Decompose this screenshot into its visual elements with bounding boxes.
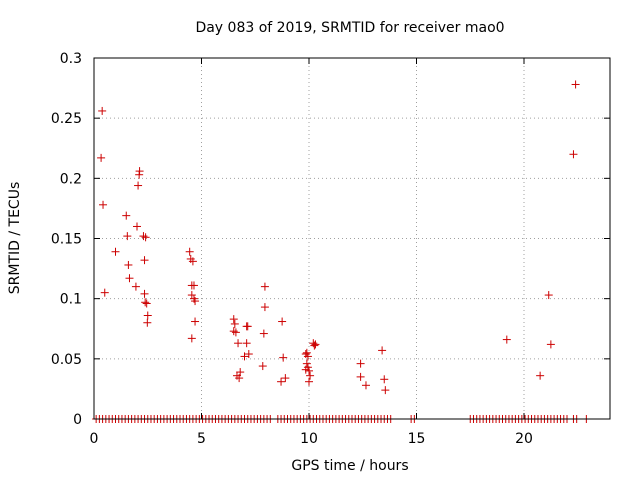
- data-point-marker: [302, 348, 311, 357]
- x-tick-label: 5: [197, 431, 206, 447]
- data-point-marker: [185, 247, 194, 256]
- data-point-marker: [243, 322, 252, 331]
- data-point-marker: [240, 352, 249, 361]
- y-tick-label: 0.05: [51, 352, 82, 368]
- data-point-marker: [229, 315, 238, 324]
- data-point-marker: [142, 299, 151, 308]
- y-tick-label: 0.1: [60, 292, 82, 308]
- data-point-marker: [236, 368, 245, 377]
- y-tick-label: 0.2: [60, 171, 82, 187]
- data-point-marker: [230, 319, 239, 328]
- data-points: [92, 80, 591, 423]
- data-point-marker: [279, 353, 288, 362]
- data-point-marker: [100, 288, 109, 297]
- data-point-marker: [356, 359, 365, 368]
- data-point-marker: [111, 247, 120, 256]
- data-point-marker: [235, 374, 244, 383]
- data-point-marker: [191, 317, 200, 326]
- data-point-marker: [378, 346, 387, 355]
- data-point-marker: [305, 366, 313, 375]
- data-point-marker: [140, 289, 149, 298]
- data-point-marker: [244, 350, 253, 359]
- data-point-marker: [259, 329, 268, 338]
- data-point-marker: [135, 167, 144, 176]
- data-point-marker: [301, 365, 310, 374]
- data-point-marker: [191, 297, 200, 306]
- data-point-marker: [278, 317, 287, 326]
- data-point-marker: [124, 260, 133, 269]
- data-point-marker: [141, 233, 150, 242]
- data-point-marker: [311, 340, 320, 349]
- grid-lines: [94, 58, 610, 419]
- y-tick-label: 0.3: [60, 51, 82, 67]
- data-point-marker: [544, 291, 553, 300]
- data-point-marker: [134, 181, 143, 190]
- data-point-marker: [140, 256, 149, 265]
- x-tick-label: 20: [515, 431, 533, 447]
- data-point-marker: [361, 381, 370, 390]
- data-point-marker: [569, 150, 578, 159]
- data-point-marker: [258, 362, 267, 371]
- data-point-marker: [187, 291, 196, 300]
- x-tick-label: 0: [90, 431, 99, 447]
- data-point-marker: [187, 334, 196, 343]
- plot-frame: [93, 57, 611, 420]
- data-point-marker: [536, 371, 545, 380]
- chart-title: Day 083 of 2019, SRMTID for receiver mao…: [195, 20, 504, 36]
- axis-ticks: 0 0.05 0.1 0.15 0.2 0.25 0.3 0 5 10 15 20: [51, 51, 610, 447]
- data-point-marker: [381, 386, 390, 395]
- data-point-marker: [143, 318, 152, 327]
- y-axis-label: SRMTID / TECUs: [7, 182, 23, 295]
- data-point-marker: [139, 232, 148, 241]
- data-point-marker: [125, 274, 134, 283]
- data-point-marker: [356, 372, 365, 381]
- data-point-marker: [122, 211, 131, 220]
- data-point-marker: [310, 341, 319, 350]
- data-point-marker: [303, 352, 312, 361]
- data-point-marker: [242, 339, 251, 348]
- y-tick-label: 0.15: [51, 232, 82, 248]
- data-point-marker: [277, 377, 286, 386]
- x-tick-label: 10: [300, 431, 318, 447]
- y-tick-label: 0.25: [51, 111, 82, 127]
- data-point-marker: [189, 281, 198, 290]
- data-point-marker: [234, 339, 243, 348]
- data-point-marker: [141, 298, 150, 307]
- x-axis-label: GPS time / hours: [291, 458, 408, 474]
- data-point-marker: [306, 371, 315, 380]
- data-point-marker: [305, 377, 313, 386]
- data-point-marker: [123, 232, 132, 241]
- data-point-marker: [97, 153, 106, 162]
- x-tick-label: 15: [408, 431, 426, 447]
- data-point-marker: [281, 374, 290, 383]
- data-point-marker: [260, 303, 269, 312]
- y-tick-label: 0: [73, 412, 82, 428]
- data-point-marker: [143, 311, 152, 320]
- data-point-marker: [131, 282, 140, 291]
- data-point-marker: [99, 200, 108, 209]
- data-point-marker: [502, 335, 511, 344]
- data-point-marker: [260, 282, 269, 291]
- data-point-marker: [229, 327, 238, 336]
- data-point-marker: [571, 80, 580, 89]
- data-point-marker: [302, 359, 311, 368]
- data-point-marker: [98, 106, 107, 115]
- data-point-marker: [380, 375, 389, 384]
- data-point-marker: [133, 222, 141, 231]
- data-point-marker: [231, 328, 240, 337]
- data-point-marker: [546, 340, 555, 349]
- data-point-marker: [188, 257, 197, 266]
